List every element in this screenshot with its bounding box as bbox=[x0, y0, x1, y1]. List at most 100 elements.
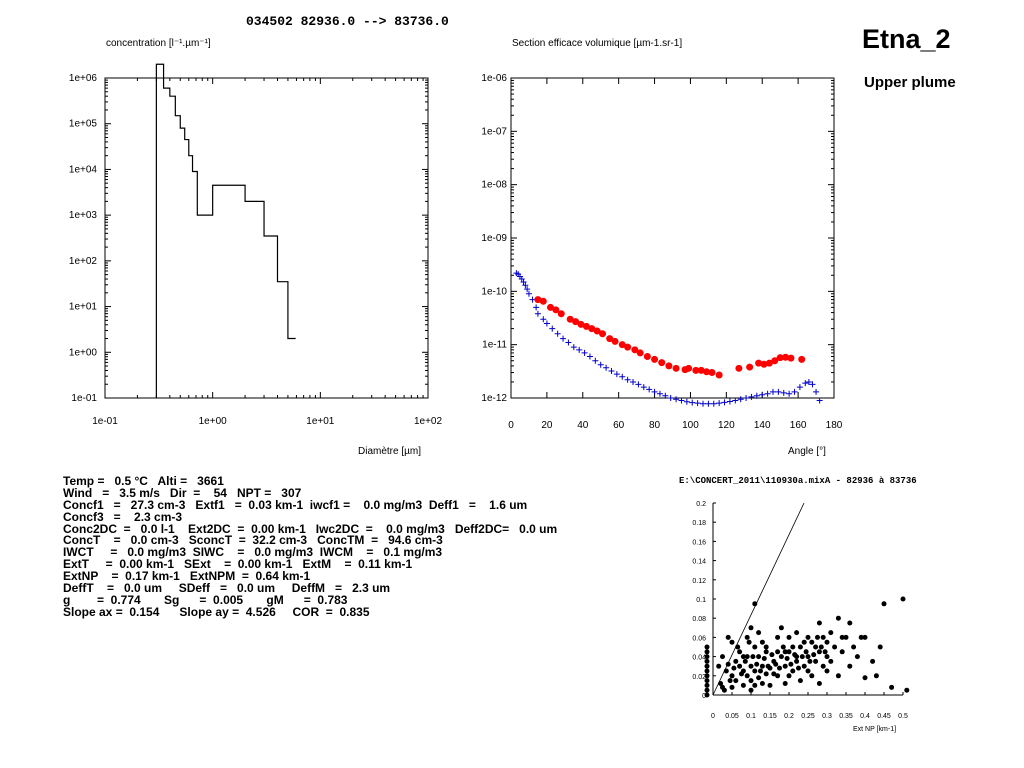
chart2-blue-cross bbox=[809, 381, 816, 388]
chart1-xtick-label: 1e+02 bbox=[414, 416, 443, 427]
chart2-blue-cross bbox=[554, 330, 561, 337]
chart3-point bbox=[797, 644, 803, 650]
chart2-blue-cross bbox=[592, 357, 599, 364]
chart2-red-dot bbox=[760, 360, 768, 368]
chart3-point bbox=[862, 634, 868, 640]
chart2-frame bbox=[510, 77, 835, 399]
chart2-blue-cross bbox=[759, 391, 766, 398]
chart3-point bbox=[759, 680, 765, 686]
param-line: Concf1 = 27.3 cm-3 Extf1 = 0.03 km-1 iwc… bbox=[63, 497, 528, 512]
chart2-blue-cross bbox=[716, 400, 723, 407]
chart3-xtick-label: 0.25 bbox=[801, 713, 815, 720]
chart3-point bbox=[725, 634, 731, 640]
chart2-blue-cross bbox=[656, 390, 663, 397]
chart3-point bbox=[809, 673, 815, 679]
chart2-blue-cross bbox=[769, 388, 776, 395]
chart2-ytick-label: 1e-07 bbox=[481, 126, 507, 137]
chart3-point bbox=[805, 634, 811, 640]
chart2-red-dot bbox=[572, 318, 580, 326]
chart2-ytick-label: 1e-09 bbox=[481, 233, 507, 244]
chart2-red-dot bbox=[776, 354, 784, 362]
chart2-blue-cross bbox=[570, 344, 577, 351]
chart2-red-dot bbox=[672, 364, 680, 372]
chart2-blue-cross bbox=[683, 398, 690, 405]
chart2-blue-cross bbox=[597, 361, 604, 368]
chart2-red-dot bbox=[582, 322, 590, 330]
chart3-point bbox=[809, 639, 815, 645]
chart3-ytick-label: 0.02 bbox=[692, 674, 706, 681]
chart3-point bbox=[807, 658, 813, 664]
chart3-point bbox=[777, 665, 782, 671]
chart3-point bbox=[756, 654, 762, 660]
chart2-ytick-label: 1e-12 bbox=[481, 393, 507, 404]
chart1-ytick-label: 1e+02 bbox=[69, 256, 98, 267]
chart2-blue-cross bbox=[743, 395, 750, 401]
chart3-point bbox=[773, 661, 779, 667]
chart2-red-dot bbox=[771, 357, 779, 365]
chart2-blue-cross bbox=[673, 396, 680, 403]
chart1-ytick-label: 1e+00 bbox=[69, 347, 98, 358]
chart3-ytick-label: 0.1 bbox=[696, 597, 706, 604]
chart2-red-dot bbox=[534, 296, 542, 304]
chart3-point bbox=[835, 615, 841, 621]
chart1-ytick-label: 1e+04 bbox=[69, 164, 98, 175]
chart2-blue-cross bbox=[533, 304, 540, 311]
chart3-point bbox=[758, 668, 763, 674]
param-line: DeffT = 0.0 um SDeff = 0.0 um DeffM = 2.… bbox=[63, 581, 391, 596]
chart2-red-dot bbox=[703, 368, 711, 376]
chart2-blue-cross bbox=[565, 339, 572, 346]
chart2-red-dot bbox=[755, 359, 763, 367]
chart3-point bbox=[775, 649, 781, 655]
chart3-point bbox=[756, 630, 762, 636]
chart2-red-dot bbox=[782, 353, 790, 361]
chart2-blue-cross bbox=[543, 320, 550, 327]
chart2-blue-cross bbox=[576, 346, 583, 353]
chart3-point bbox=[803, 649, 809, 655]
chart3-point bbox=[835, 673, 841, 679]
chart2-blue-cross bbox=[534, 310, 541, 317]
chart3-point bbox=[775, 673, 781, 679]
chart2-red-dot bbox=[765, 359, 773, 367]
chart2-red-dot bbox=[746, 363, 754, 371]
chart3-ytick-label: 0.14 bbox=[692, 559, 706, 566]
chart3-point bbox=[752, 668, 758, 674]
chart3-point bbox=[704, 673, 710, 679]
chart2-blue-cross bbox=[710, 400, 717, 407]
chart3-point bbox=[813, 644, 819, 650]
chart3-point bbox=[744, 673, 750, 679]
chart1-ytick-label: 1e+06 bbox=[69, 73, 98, 84]
chart3-point bbox=[873, 673, 879, 679]
chart3-point bbox=[824, 639, 830, 645]
chart3-point bbox=[780, 644, 786, 650]
chart3-point bbox=[790, 644, 796, 650]
chart2-red-dot bbox=[577, 320, 585, 328]
chart2-red-dot bbox=[631, 346, 639, 354]
chart2-blue-cross bbox=[721, 399, 728, 406]
chart2-blue-cross bbox=[775, 388, 782, 395]
chart2-blue-cross bbox=[802, 380, 809, 387]
chart2-xtick-label: 80 bbox=[649, 420, 661, 431]
chart3-point bbox=[784, 656, 790, 662]
chart2-red-dot bbox=[798, 355, 806, 363]
chart2-blue-cross bbox=[540, 316, 547, 323]
chart3-point bbox=[782, 663, 788, 669]
chart2-blue-cross bbox=[524, 286, 531, 293]
chart2-blue-cross bbox=[646, 386, 653, 393]
chart3-ytick-label: 0.08 bbox=[692, 616, 706, 623]
chart3-point bbox=[847, 620, 853, 626]
chart2-blue-cross bbox=[635, 381, 642, 388]
chart2-blue-cross bbox=[786, 390, 793, 397]
chart3-point bbox=[881, 601, 887, 607]
chart3-point bbox=[735, 644, 741, 650]
chart3-point bbox=[704, 654, 710, 660]
chart3-point bbox=[752, 601, 758, 607]
chart2-red-dot bbox=[552, 306, 560, 314]
chart2-red-dot bbox=[566, 315, 574, 323]
chart3-point bbox=[704, 678, 710, 684]
param-line: Slope ax = 0.154 Slope ay = 4.526 COR = … bbox=[63, 604, 370, 619]
chart2-red-dot bbox=[685, 364, 693, 372]
chart3-point bbox=[820, 663, 826, 669]
chart2-red-dot bbox=[735, 364, 743, 372]
chart3-point bbox=[824, 668, 830, 674]
chart3-xtick-label: 0.35 bbox=[839, 713, 853, 720]
